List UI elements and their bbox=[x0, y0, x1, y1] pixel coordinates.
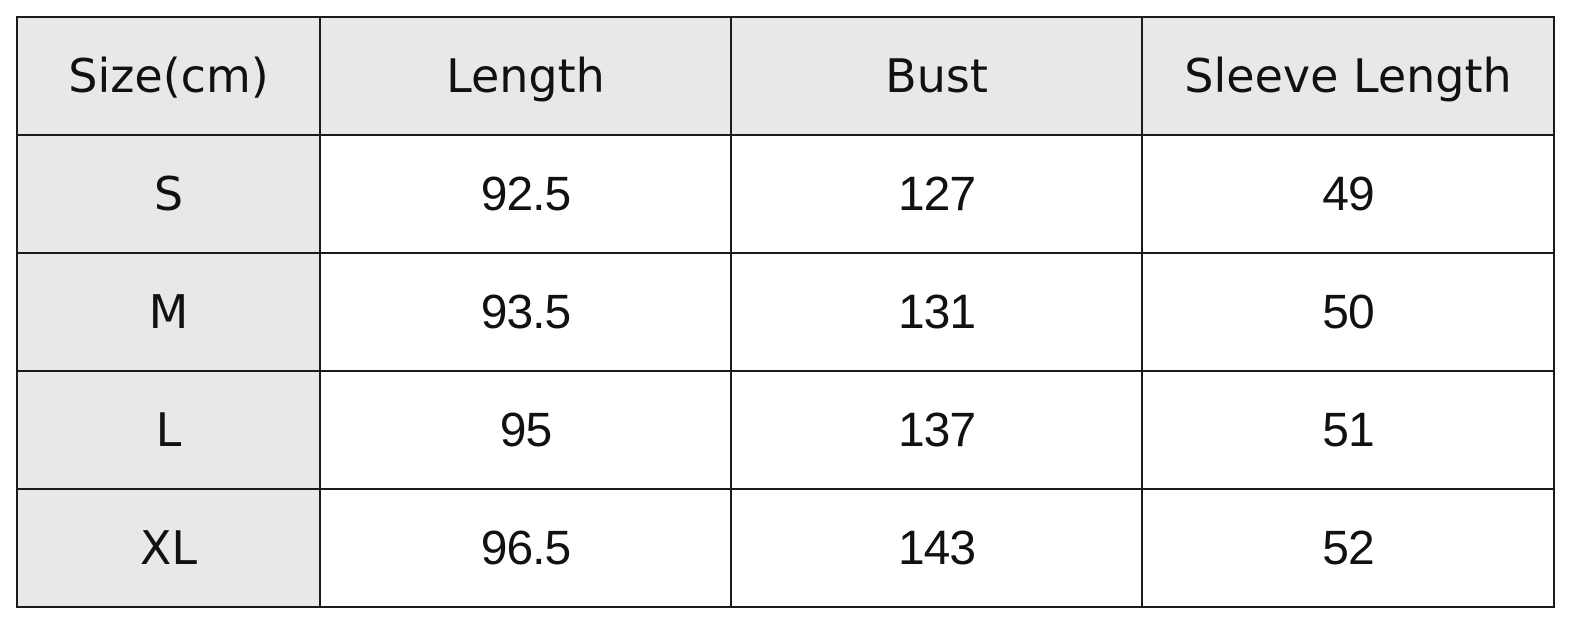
size-cell: L bbox=[16, 370, 321, 490]
table-row: S 92.5 127 49 bbox=[16, 134, 1555, 254]
length-cell: 95 bbox=[319, 370, 732, 490]
length-cell: 93.5 bbox=[319, 252, 732, 372]
header-size: Size(cm) bbox=[16, 16, 321, 136]
header-row: Size(cm) Length Bust Sleeve Length bbox=[16, 16, 1555, 136]
table-row: L 95 137 51 bbox=[16, 370, 1555, 490]
size-cell: M bbox=[16, 252, 321, 372]
header-sleeve-length: Sleeve Length bbox=[1141, 16, 1555, 136]
sleeve-cell: 49 bbox=[1141, 134, 1555, 254]
header-length: Length bbox=[319, 16, 732, 136]
sleeve-cell: 51 bbox=[1141, 370, 1555, 490]
bust-cell: 127 bbox=[730, 134, 1143, 254]
sleeve-cell: 52 bbox=[1141, 488, 1555, 608]
size-cell: XL bbox=[16, 488, 321, 608]
bust-cell: 131 bbox=[730, 252, 1143, 372]
bust-cell: 137 bbox=[730, 370, 1143, 490]
bust-cell: 143 bbox=[730, 488, 1143, 608]
table-row: XL 96.5 143 52 bbox=[16, 488, 1555, 608]
table-row: M 93.5 131 50 bbox=[16, 252, 1555, 372]
length-cell: 92.5 bbox=[319, 134, 732, 254]
size-chart-table: Size(cm) Length Bust Sleeve Length S 92.… bbox=[16, 16, 1555, 608]
size-cell: S bbox=[16, 134, 321, 254]
header-bust: Bust bbox=[730, 16, 1143, 136]
length-cell: 96.5 bbox=[319, 488, 732, 608]
sleeve-cell: 50 bbox=[1141, 252, 1555, 372]
